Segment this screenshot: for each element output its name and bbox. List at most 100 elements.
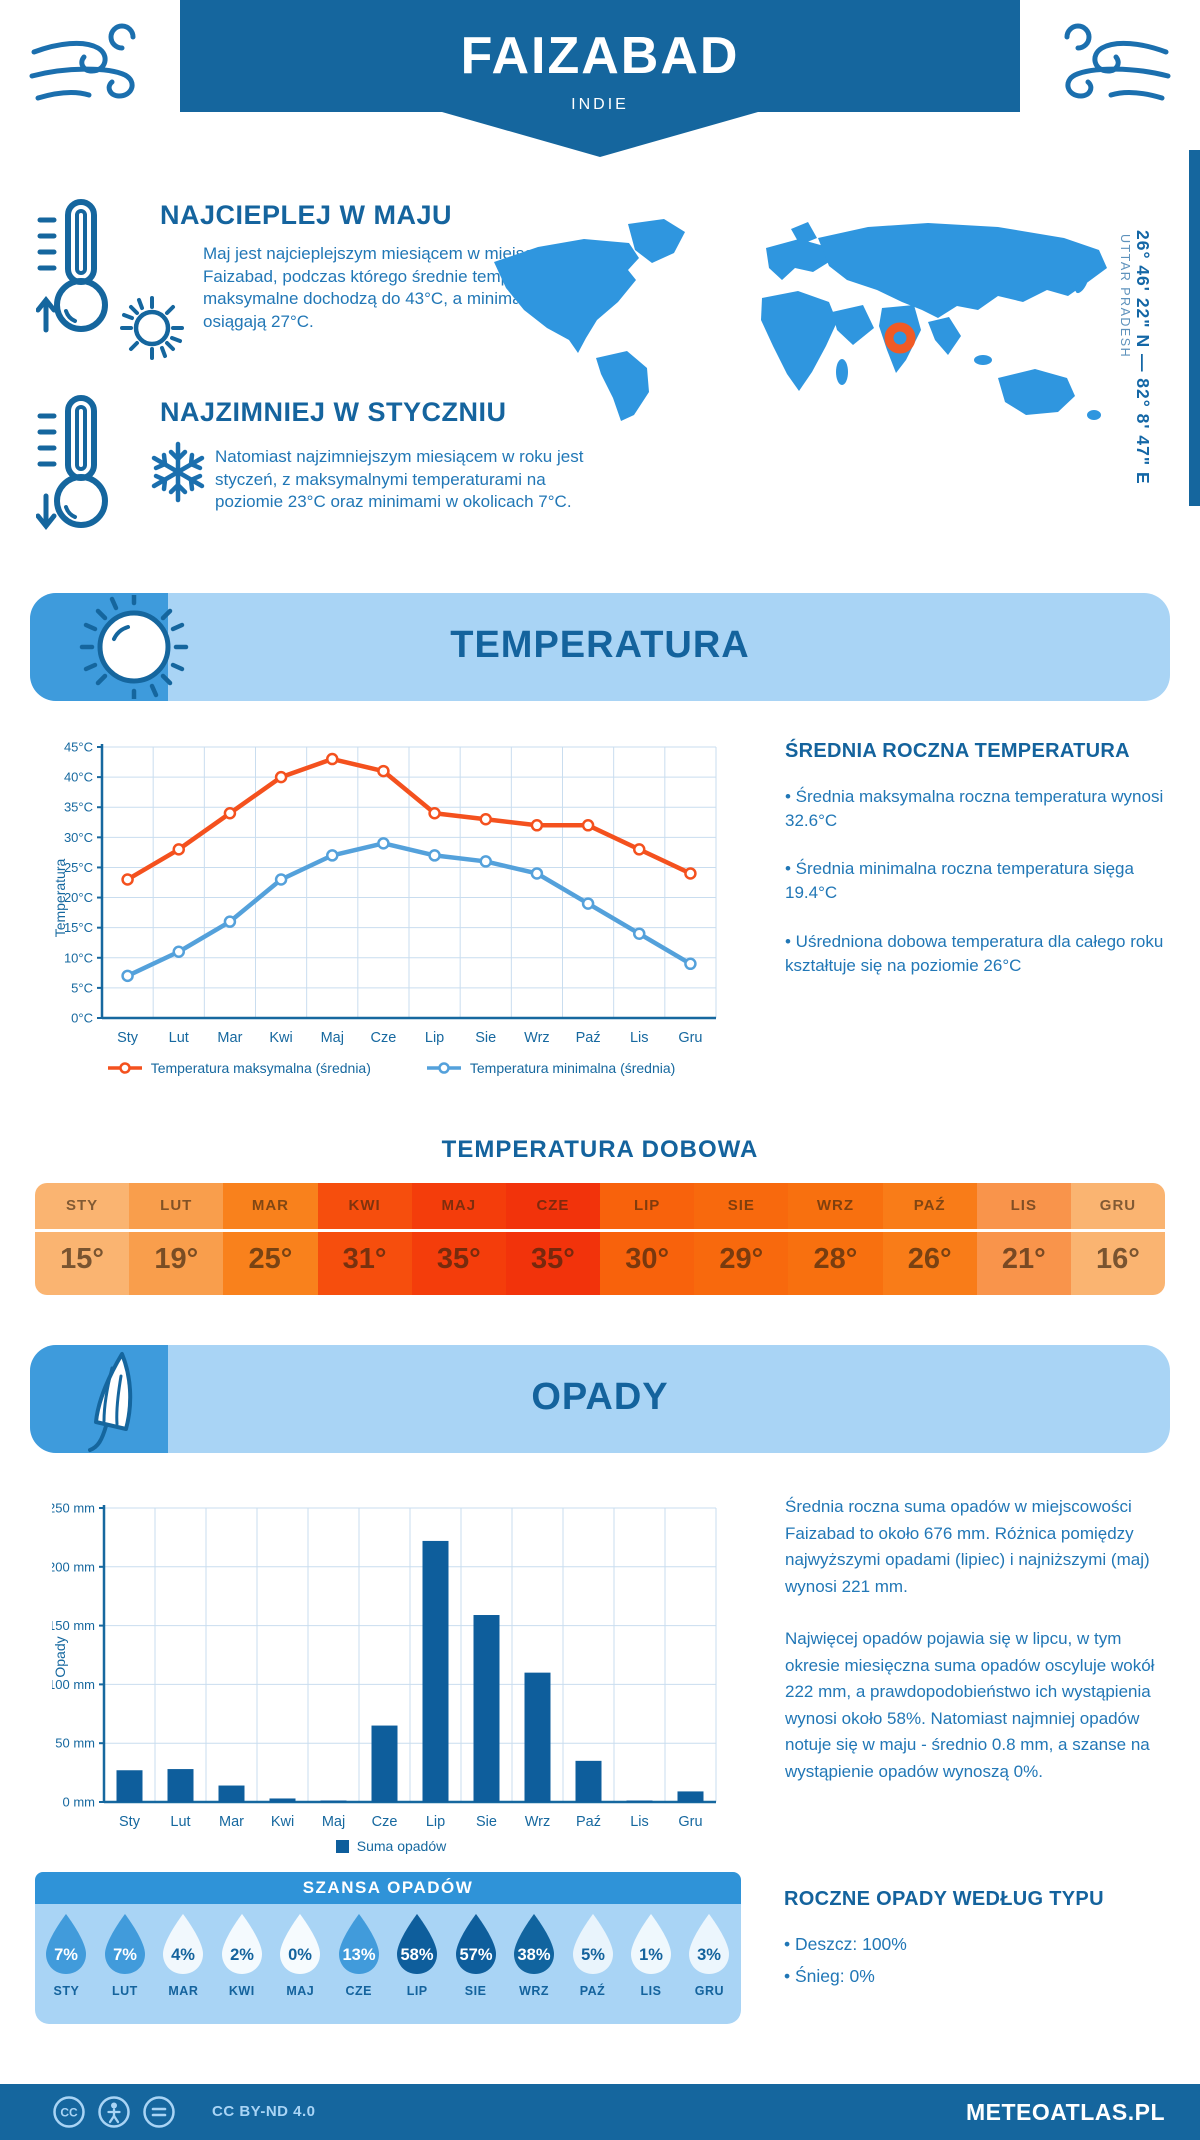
cc-attribution-icon xyxy=(98,2096,130,2128)
droplet-icon: 5% xyxy=(572,1914,613,1974)
rain-chart-legend: Suma opadów xyxy=(52,1838,730,1854)
bar-Lis xyxy=(626,1800,653,1802)
precip-by-type-title: ROCZNE OPADY WEDŁUG TYPU xyxy=(784,1888,1104,1910)
daily-temp-value: 29° xyxy=(719,1243,764,1275)
legend-rain-label: Suma opadów xyxy=(356,1838,447,1854)
svg-text:Lip: Lip xyxy=(426,1814,445,1830)
droplet-icon: 13% xyxy=(338,1914,379,1974)
temp-chart-ylabel: Temperatura xyxy=(52,858,68,937)
daily-temp-cell-GRU: GRU 16° xyxy=(1070,1183,1165,1295)
svg-text:5%: 5% xyxy=(581,1946,605,1964)
bar-Lut xyxy=(167,1769,194,1802)
daily-temp-month: MAR xyxy=(251,1197,290,1214)
bar-Cze xyxy=(371,1725,398,1802)
svg-text:0 mm: 0 mm xyxy=(63,1795,96,1810)
daily-temp-month: MAJ xyxy=(441,1197,477,1214)
svg-text:57%: 57% xyxy=(459,1946,492,1964)
precip-by-type-bullet: • Deszcz: 100% xyxy=(784,1934,907,1954)
warmest-text: Maj jest najcieplejszym miesiącem w miej… xyxy=(203,244,585,331)
droplet-icon: 2% xyxy=(221,1914,262,1974)
svg-text:Sie: Sie xyxy=(475,1030,496,1046)
bar-Sty xyxy=(116,1770,143,1802)
sun-banner-icon xyxy=(79,595,189,699)
svg-text:50 mm: 50 mm xyxy=(55,1736,95,1751)
temperature-line-chart: Temperatura 0°C 5°C 10°C 15°C 20°C 25°C 30°C 35… xyxy=(52,740,717,1046)
svg-text:Lis: Lis xyxy=(630,1814,649,1830)
daily-temp-month: LUT xyxy=(160,1197,193,1214)
location-marker xyxy=(884,322,916,354)
droplet-month-label: SIE xyxy=(464,1984,487,1998)
precipitation-banner xyxy=(30,1345,1170,1453)
svg-text:25°C: 25°C xyxy=(64,860,93,875)
droplet-month-label: MAR xyxy=(168,1984,199,1998)
footer: CC CC BY-ND 4.0 METEOATLAS.PL xyxy=(0,2084,1200,2140)
coldest-text: Natomiast najzimniejszym miesiącem w rok… xyxy=(215,447,584,512)
daily-temp-month: GRU xyxy=(1099,1197,1137,1214)
side-accent-bar xyxy=(1189,150,1200,506)
precipitation-bar-chart: Opady 0 mm 50 mm 100 mm 150 mm 200 mm 250 mm S… xyxy=(52,1501,717,1830)
svg-text:Sty: Sty xyxy=(119,1814,141,1830)
warmest-title: NAJCIEPLEJ W MAJU xyxy=(160,200,453,230)
droplet-month-label: CZE xyxy=(345,1984,372,1998)
droplet-month-label: LIP xyxy=(406,1984,428,1998)
precip-chance-MAJ: 0% MAJ xyxy=(273,1912,327,1998)
page-subtitle: INDIE xyxy=(571,96,629,113)
bar-Wrz xyxy=(524,1672,551,1802)
svg-text:20°C: 20°C xyxy=(64,890,93,905)
legend-rain-swatch xyxy=(335,1839,349,1853)
svg-text:38%: 38% xyxy=(518,1946,551,1964)
bar-Gru xyxy=(677,1791,704,1802)
daily-temp-month: STY xyxy=(65,1197,99,1214)
annual-temp-bullet: • Średnia minimalna roczna temperatura s… xyxy=(785,859,1134,903)
svg-text:1%: 1% xyxy=(639,1946,663,1964)
precip-chance-LUT: 7% LUT xyxy=(98,1912,152,1998)
daily-temp-month: SIE xyxy=(727,1197,755,1214)
daily-temp-cell-LIP: LIP 30° xyxy=(600,1183,695,1295)
droplet-icon: 58% xyxy=(397,1914,438,1974)
svg-text:Sie: Sie xyxy=(476,1814,497,1830)
svg-text:7%: 7% xyxy=(113,1946,137,1964)
daily-temp-title: TEMPERATURA DOBOWA xyxy=(441,1136,759,1163)
daily-temp-cell-PAŹ: PAŹ 26° xyxy=(882,1183,977,1295)
svg-text:Lut: Lut xyxy=(169,1030,189,1046)
svg-text:Wrz: Wrz xyxy=(525,1814,551,1830)
svg-text:Kwi: Kwi xyxy=(269,1030,292,1046)
svg-text:10°C: 10°C xyxy=(64,950,93,965)
daily-temp-cell-MAJ: MAJ 35° xyxy=(411,1183,506,1295)
droplet-icon: 3% xyxy=(689,1914,730,1974)
daily-temp-value: 31° xyxy=(342,1243,387,1275)
daily-temp-value: 16° xyxy=(1096,1243,1140,1275)
bar-Maj xyxy=(320,1800,347,1802)
precip-summary: Średnia roczna suma opadów w miejscowośc… xyxy=(785,1494,1177,1785)
daily-temp-value: 28° xyxy=(813,1243,858,1275)
svg-text:3%: 3% xyxy=(698,1946,722,1964)
svg-text:35°C: 35°C xyxy=(64,800,93,815)
daily-temp-table: STY 15° LUT 19° MAR 25° KWI 31° MAJ 35° CZE 35° LIP 3… xyxy=(35,1183,1165,1295)
droplet-icon: 1% xyxy=(630,1914,671,1974)
daily-temp-value: 30° xyxy=(625,1243,670,1275)
daily-temp-cell-WRZ: WRZ 28° xyxy=(788,1183,883,1295)
svg-text:45°C: 45°C xyxy=(64,740,93,755)
svg-text:Wrz: Wrz xyxy=(524,1030,550,1046)
daily-temp-value: 35° xyxy=(531,1243,575,1275)
daily-temp-cell-MAR: MAR 25° xyxy=(223,1183,318,1295)
thermometer-up-icon xyxy=(36,199,108,333)
svg-text:30°C: 30°C xyxy=(64,830,93,845)
temperature-section-title: TEMPERATURA xyxy=(450,624,750,666)
legend-item-min: Temperatura minimalna (średnia) xyxy=(426,1060,675,1076)
coordinates-text: 26° 46' 22" N — 82° 8' 47" E xyxy=(1133,230,1153,485)
droplet-month-label: WRZ xyxy=(519,1984,550,1998)
daily-temp-month: PAŹ xyxy=(913,1197,946,1214)
svg-text:7%: 7% xyxy=(55,1946,79,1964)
daily-temp-value: 26° xyxy=(907,1243,952,1275)
umbrella-banner-icon xyxy=(88,1352,133,1452)
bar-Paź xyxy=(575,1760,602,1802)
daily-temp-month: LIS xyxy=(1010,1197,1037,1214)
footer-license: CC BY-ND 4.0 xyxy=(212,2103,316,2120)
coordinates-block: 26° 46' 22" N — 82° 8' 47" E UTTAR PRADE… xyxy=(1118,230,1153,530)
svg-text:4%: 4% xyxy=(171,1946,195,1964)
legend-item-max: Temperatura maksymalna (średnia) xyxy=(107,1060,371,1076)
daily-temp-month: KWI xyxy=(348,1197,381,1214)
svg-text:250 mm: 250 mm xyxy=(52,1501,95,1516)
svg-text:2%: 2% xyxy=(230,1946,254,1964)
